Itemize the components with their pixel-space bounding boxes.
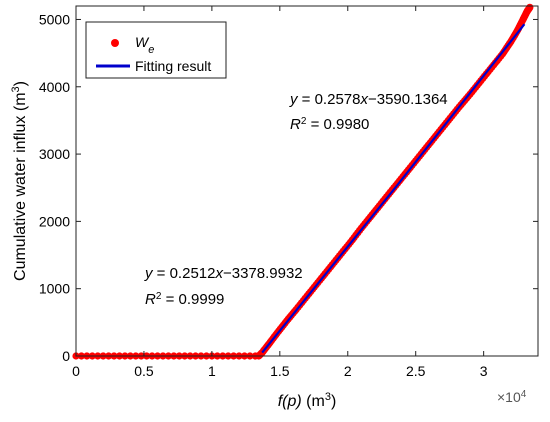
y-axis-label-close: ) — [12, 81, 29, 86]
plot-frame — [75, 5, 539, 357]
x-tick-label: 1 — [208, 363, 216, 379]
y-tick-label: 4000 — [39, 79, 70, 95]
we-data-point — [526, 3, 534, 11]
x-axis-multiplier: ×104 — [497, 389, 527, 406]
x-tick-label: 0 — [72, 363, 80, 379]
legend-box — [85, 21, 227, 79]
legend-label-we: We — [135, 34, 154, 56]
x-tick-label: 2.5 — [406, 363, 426, 379]
x-tick-label: 0.5 — [134, 363, 154, 379]
x-tick-label: 1.5 — [270, 363, 290, 379]
y-tick-label: 2000 — [39, 213, 70, 229]
annotation-1-r2: R2 = 0.9999 — [145, 291, 224, 309]
legend-marker-we — [111, 39, 119, 47]
annotation-2-r2: R2 = 0.9980 — [290, 116, 369, 134]
y-tick-label: 1000 — [39, 281, 70, 297]
y-axis-label-sup: 3 — [10, 86, 22, 92]
annotation-1-equation: y = 0.2512x−3378.9932 — [144, 265, 303, 282]
x-axis-multiplier-base: ×10 — [497, 389, 521, 405]
annotation-fit-2: y = 0.2578x−3590.1364 R2 = 0.9980 — [289, 91, 448, 133]
x-tick-label: 2 — [344, 363, 352, 379]
annotation-2-equation: y = 0.2578x−3590.1364 — [289, 91, 448, 108]
fitting-result-line — [261, 23, 526, 354]
x-axis-label: f(p) (m3) — [278, 391, 337, 410]
y-tick-label: 3000 — [39, 146, 70, 162]
x-axis-label-close: ) — [331, 393, 336, 410]
x-axis-multiplier-exp: 4 — [521, 389, 527, 400]
y-tick-label: 0 — [62, 348, 70, 364]
x-axis-ticks: 0 0.5 1 1.5 2 2.5 3 — [72, 6, 488, 379]
y-axis-label-main: Cumulative water influx (m — [12, 92, 29, 281]
y-axis-ticks: 0 1000 2000 3000 4000 5000 — [39, 11, 538, 364]
x-tick-label: 3 — [480, 363, 488, 379]
x-axis-label-sup: 3 — [325, 391, 331, 403]
legend: We Fitting result — [85, 21, 227, 79]
legend-label-fit: Fitting result — [135, 58, 211, 74]
y-axis-label: Cumulative water influx (m3) — [10, 81, 29, 281]
annotation-fit-1: y = 0.2512x−3378.9932 R2 = 0.9999 — [144, 265, 303, 308]
y-tick-label: 5000 — [39, 11, 70, 27]
x-axis-label-italic: f(p) — [278, 393, 302, 410]
x-axis-label-unit: (m — [302, 393, 325, 410]
fitting-line-series — [261, 23, 526, 354]
